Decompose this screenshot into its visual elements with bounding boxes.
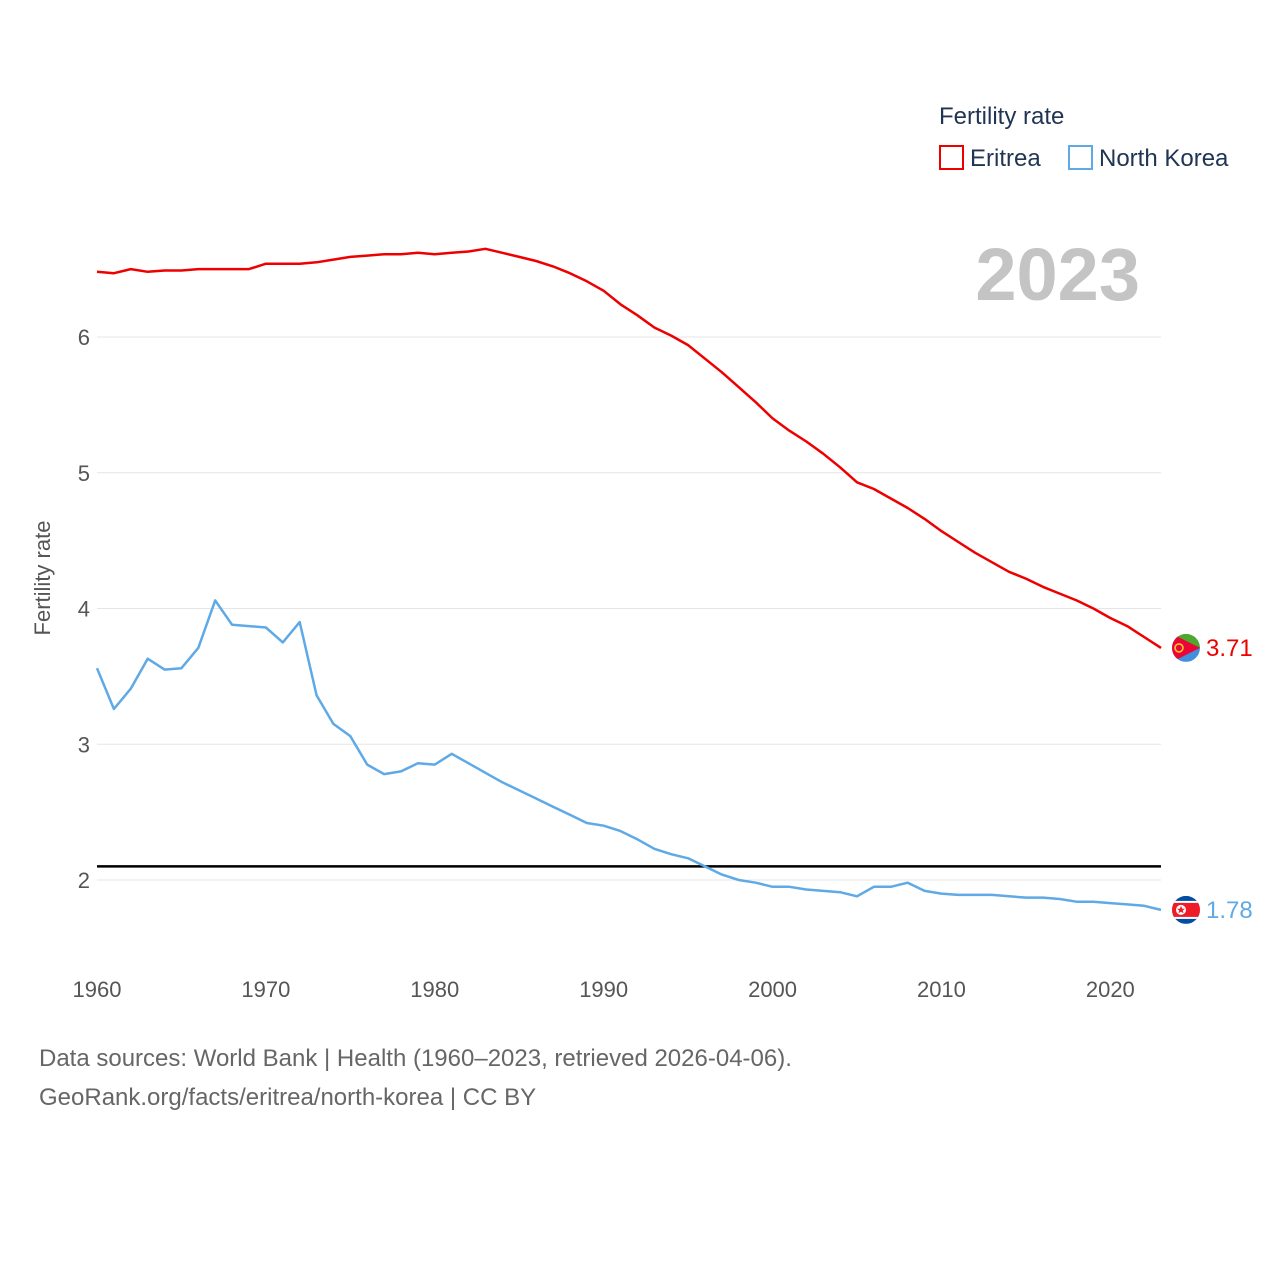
x-tick-label: 2020	[1086, 977, 1135, 1002]
series-lines	[95, 247, 1162, 912]
x-tick-label: 1960	[73, 977, 122, 1002]
legend-title: Fertility rate	[939, 103, 1064, 130]
y-axis-label: Fertility rate	[30, 521, 55, 636]
series-line-north-korea	[95, 599, 1162, 912]
grid-lines	[97, 336, 1161, 881]
y-axis-ticks: 2 3 4 5 6	[78, 325, 90, 893]
x-axis-ticks: 1960 1970 1980 1990 2000 2010 2020	[73, 977, 1135, 1002]
legend-swatch-north-korea	[1068, 145, 1093, 170]
end-value-eritrea: 3.71	[1206, 635, 1253, 662]
year-display: 2023	[975, 233, 1140, 316]
north-korea-flag-icon	[1172, 895, 1200, 924]
x-tick-label: 2010	[917, 977, 966, 1002]
y-tick-label: 2	[78, 868, 90, 893]
legend: Fertility rate Eritrea North Korea	[939, 103, 1229, 172]
x-tick-label: 1970	[241, 977, 290, 1002]
eritrea-flag-icon	[1172, 633, 1200, 662]
legend-label-eritrea: Eritrea	[970, 145, 1041, 172]
y-tick-label: 3	[78, 732, 90, 757]
footer-sources: Data sources: World Bank | Health (1960–…	[39, 1045, 792, 1072]
x-tick-label: 1980	[410, 977, 459, 1002]
x-tick-label: 2000	[748, 977, 797, 1002]
legend-swatch-eritrea	[939, 145, 964, 170]
legend-label-north-korea: North Korea	[1099, 145, 1229, 172]
series-line-eritrea	[96, 247, 1162, 649]
y-tick-label: 5	[78, 461, 90, 486]
x-tick-label: 1990	[579, 977, 628, 1002]
y-tick-label: 4	[78, 597, 90, 622]
end-value-north-korea: 1.78	[1206, 897, 1253, 924]
footer-credit: GeoRank.org/facts/eritrea/north-korea | …	[39, 1084, 537, 1111]
y-tick-label: 6	[78, 325, 90, 350]
